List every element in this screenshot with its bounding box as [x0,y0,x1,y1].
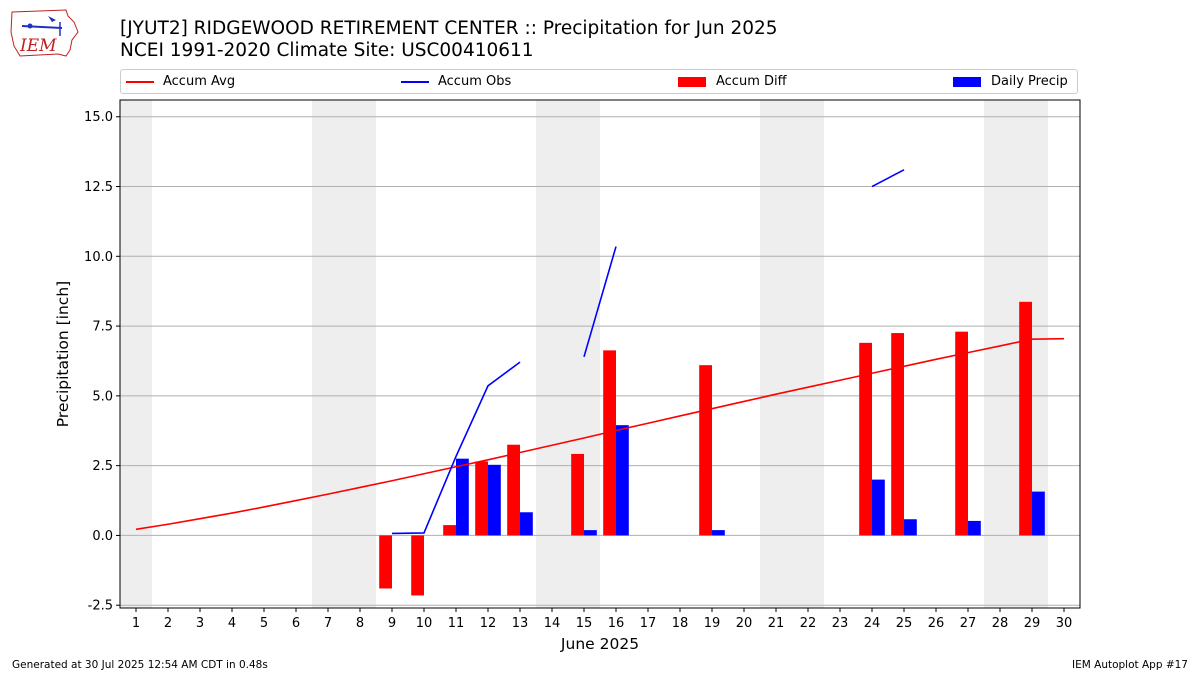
iem-logo: IEM [10,9,79,57]
daily-precip-bar [520,512,533,536]
legend-swatch-accum-obs [401,80,429,83]
weekend-shade-1 [120,100,152,608]
accum-diff-bar [891,333,904,536]
y-tick-label: -2.5 [88,599,113,614]
accum-obs-line [871,169,905,188]
y-tick-label: 2.5 [92,459,113,474]
x-tick-label: 14 [544,616,561,631]
x-tick-label: 15 [576,616,593,631]
y-tick-label: 15.0 [84,110,113,125]
x-tick-label: 25 [896,616,913,631]
x-tick-label: 18 [672,616,689,631]
accum-diff-bar [475,461,488,536]
daily-precip-bar [1032,491,1045,536]
weekend-shade-28 [984,100,1016,608]
x-tick-label: 28 [992,616,1009,631]
x-tick-label: 3 [196,616,204,631]
weekend-shade-22 [792,100,824,608]
accum-diff-bar [411,535,424,596]
title-line-1: [JYUT2] RIDGEWOOD RETIREMENT CENTER :: P… [120,18,778,39]
daily-precip-bar [584,530,597,536]
y-tick-label: 12.5 [84,180,113,195]
x-tick-label: 27 [960,616,977,631]
y-tick-label: 7.5 [92,320,113,335]
x-tick-label: 9 [388,616,396,631]
accum-avg-line [135,337,1065,531]
x-tick-label: 13 [512,616,529,631]
legend-label-accum-avg: Accum Avg [163,74,236,89]
accum-diff-bar [859,342,872,536]
x-tick-label: 2 [164,616,172,631]
x-tick-label: 11 [448,616,465,631]
weekend-shade-14 [536,100,568,608]
accum-diff-bar [603,350,616,536]
legend-swatch-accum-diff [678,76,706,87]
x-tick-label: 30 [1056,616,1073,631]
x-tick-label: 26 [928,616,945,631]
x-tick-label: 20 [736,616,753,631]
accum-obs-line [583,246,617,358]
x-tick-label: 16 [608,616,625,631]
x-tick-label: 17 [640,616,657,631]
chart-title: [JYUT2] RIDGEWOOD RETIREMENT CENTER :: P… [120,18,778,62]
accum-diff-bar [443,525,456,536]
accum-obs-line [391,361,521,535]
daily-precip-bar [616,425,629,536]
daily-precip-bar [968,520,981,536]
x-tick-label: 8 [356,616,364,631]
footer-generated: Generated at 30 Jul 2025 12:54 AM CDT in… [12,659,268,671]
daily-precip-bar [904,519,917,536]
x-tick-label: 4 [228,616,236,631]
weekend-shade-7 [312,100,344,608]
x-tick-label: 21 [768,616,785,631]
y-tick-label: 10.0 [84,250,113,265]
x-tick-label: 10 [416,616,433,631]
iem-logo-text: IEM [19,36,57,56]
x-tick-label: 22 [800,616,817,631]
legend-item-accum-obs: Accum Obs [401,70,511,93]
legend-label-daily-precip: Daily Precip [991,74,1068,89]
y-tick-label: 5.0 [92,389,113,404]
legend-item-daily-precip: Daily Precip [953,70,1068,93]
accum-diff-bar [955,331,968,536]
accum-diff-bar [571,453,584,536]
x-tick-label: 5 [260,616,268,631]
daily-precip-bar [456,458,469,536]
x-tick-label: 19 [704,616,721,631]
daily-precip-bar [712,530,725,536]
weekend-shade-21 [760,100,792,608]
title-line-2: NCEI 1991-2020 Climate Site: USC00410611 [120,40,534,61]
chart-legend: Accum Avg Accum Obs Accum Diff Daily Pre… [120,69,1078,94]
x-tick-label: 6 [292,616,300,631]
accum-diff-bar [1019,301,1032,536]
legend-swatch-daily-precip [953,76,981,87]
weekend-shade-8 [344,100,376,608]
x-tick-label: 23 [832,616,849,631]
legend-item-accum-diff: Accum Diff [678,70,787,93]
footer-app: IEM Autoplot App #17 [1072,659,1188,671]
daily-precip-bar [872,479,885,536]
y-tick-label: 0.0 [92,529,113,544]
x-axis-label: June 2025 [560,635,639,653]
legend-label-accum-obs: Accum Obs [438,74,512,89]
x-tick-label: 12 [480,616,497,631]
legend-item-accum-avg: Accum Avg [126,70,235,93]
x-tick-label: 1 [132,616,140,631]
x-tick-label: 29 [1024,616,1041,631]
legend-swatch-accum-avg [126,80,154,83]
accum-diff-bar [507,444,520,536]
y-axis-label: Precipitation [inch] [54,281,72,427]
accum-diff-bar [699,365,712,536]
accum-diff-bar [379,535,392,589]
x-tick-label: 24 [864,616,881,631]
legend-label-accum-diff: Accum Diff [716,74,787,89]
x-tick-label: 7 [324,616,332,631]
daily-precip-bar [488,464,501,536]
plot-frame [119,99,1081,609]
